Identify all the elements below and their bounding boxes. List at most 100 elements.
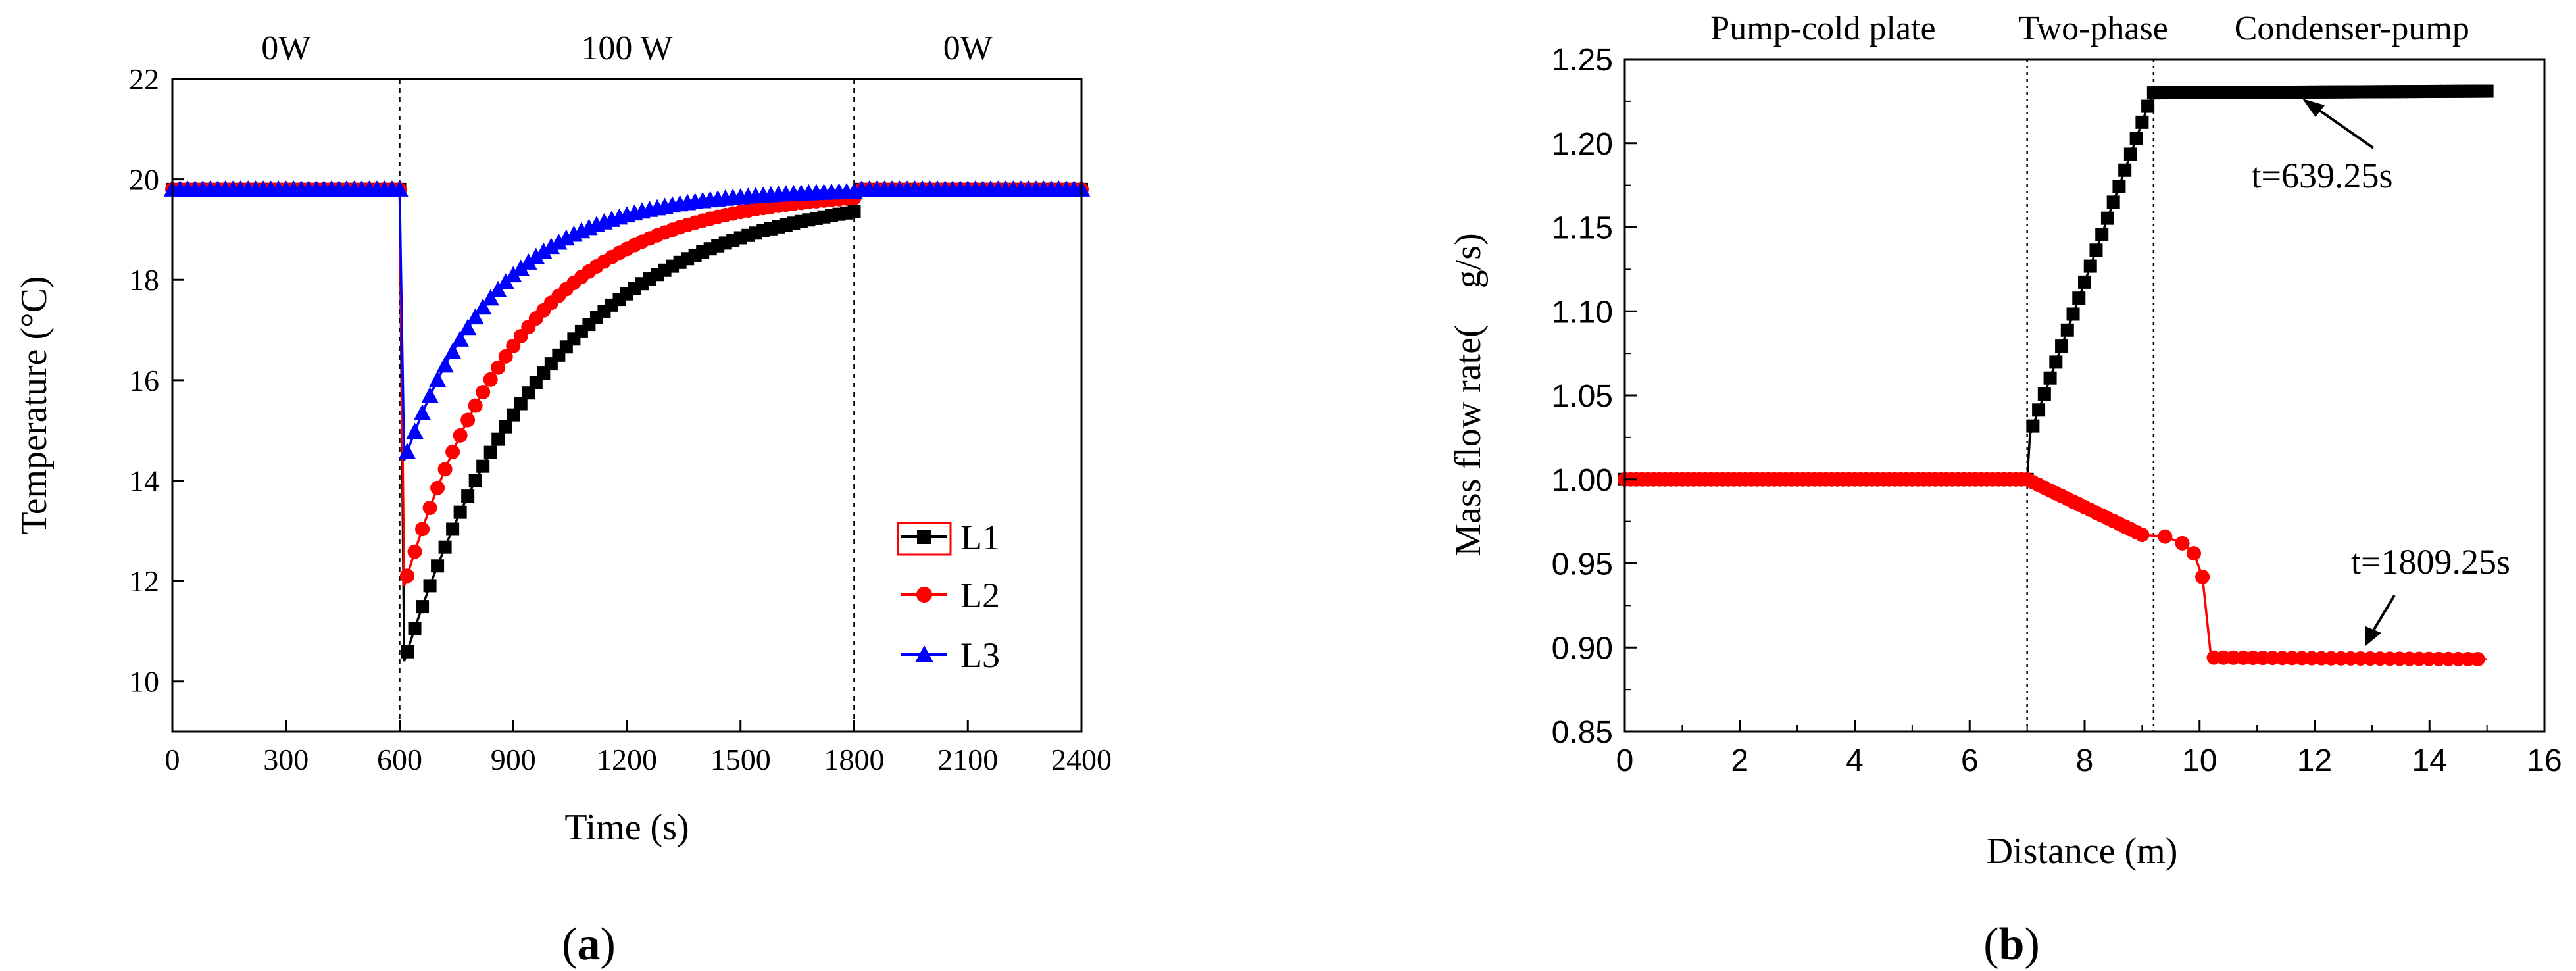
series-0-marker xyxy=(2060,323,2074,337)
series-l3-marker xyxy=(436,356,454,373)
series-l1-marker xyxy=(423,579,437,593)
series-0-marker xyxy=(2106,195,2120,209)
panel-a-region-label-2: 0W xyxy=(943,30,993,67)
series-0-marker xyxy=(2072,291,2086,305)
series-l2-marker xyxy=(437,462,453,477)
panel-a-region-label-1: 100 W xyxy=(581,30,672,67)
series-0-marker xyxy=(2066,307,2080,321)
series-1-marker xyxy=(2195,569,2210,584)
series-l2-marker xyxy=(415,522,430,537)
series-l2-marker xyxy=(506,338,521,353)
series-l3-marker xyxy=(466,308,484,325)
series-l1-marker xyxy=(453,505,467,519)
panel-a-x-tick-label: 2100 xyxy=(937,743,998,776)
series-l3-marker xyxy=(391,180,409,197)
panel-a-x-tick-label: 1500 xyxy=(710,743,771,776)
panel-b-region-label-1: Two-phase xyxy=(2018,10,2167,47)
series-l3 xyxy=(163,180,1091,461)
series-0-marker xyxy=(2043,371,2057,385)
series-l1-marker xyxy=(408,622,422,635)
annotation-t639-arrow-head xyxy=(2302,99,2325,117)
series-l1-marker xyxy=(461,489,475,503)
legend-l3-marker xyxy=(915,645,933,662)
series-l3-marker xyxy=(428,370,447,387)
series-l1-marker xyxy=(499,420,512,434)
series-0-line xyxy=(1625,89,2487,481)
series-l1-line xyxy=(172,188,1081,662)
series-1-marker xyxy=(2470,652,2485,667)
series-l1-marker xyxy=(522,386,535,400)
series-l2-marker xyxy=(407,544,422,559)
panel-a-temperature-chart: 0 300 600 900 1200 1500 1800 2100 2400 10 12 14 16 18… xyxy=(14,30,1112,970)
panel-b-mass-flow-chart: 0 2 4 6 8 10 12 14 16 0.85 0.90 0.95 1.00 1.05 1.10 1.1… xyxy=(1448,10,2562,970)
panel-a-x-tick-label: 0 xyxy=(165,743,180,776)
series-l3-marker xyxy=(542,237,560,255)
series-l2-marker xyxy=(491,360,506,375)
panel-b-y-tick-label: 1.25 xyxy=(1552,43,1613,78)
panel-a-x-tick-label: 900 xyxy=(491,743,536,776)
series-l3-marker xyxy=(535,242,553,259)
panel-b-plot-frame xyxy=(1623,58,2546,733)
panel-a-y-axis-label: Temperature (°C) xyxy=(14,276,55,534)
series-0-marker xyxy=(2032,403,2046,417)
legend-item-l1: L1 xyxy=(901,518,1000,557)
panel-b-x-tick-label: 2 xyxy=(1731,743,1748,778)
panel-b-ticks: 0 2 4 6 8 10 12 14 16 0.85 0.90 0.95 1.00 1.05 1.10 1.1… xyxy=(1552,43,2562,778)
series-l2-marker xyxy=(498,349,513,364)
series-l1-marker xyxy=(416,600,430,614)
panel-a-x-tick-label: 2400 xyxy=(1051,743,1112,776)
series-l2-marker xyxy=(476,385,491,400)
series-0-marker xyxy=(2112,180,2126,193)
panel-a-x-tick-label: 1200 xyxy=(597,743,657,776)
series-l1-marker xyxy=(847,205,861,218)
panel-a-y-tick-label: 12 xyxy=(129,564,159,598)
series-l1-marker xyxy=(491,432,505,446)
series-l3-marker xyxy=(413,404,432,420)
panel-b-x-tick-label: 0 xyxy=(1616,743,1634,778)
panel-b-x-tick-label: 8 xyxy=(2076,743,2094,778)
series-l3-marker xyxy=(458,318,477,336)
panel-b-x-tick-label: 16 xyxy=(2527,743,2562,778)
series-l3-marker xyxy=(398,443,416,459)
panel-b-x-tick-label: 6 xyxy=(1961,743,1979,778)
annotation-t639-label: t=639.25s xyxy=(2252,156,2393,195)
panel-a-region-lines xyxy=(399,79,855,732)
series-0-marker xyxy=(2100,211,2114,225)
series-t-639-25s xyxy=(1618,84,2494,486)
panel-b-x-tick-label: 10 xyxy=(2182,743,2217,778)
series-1-marker xyxy=(2187,546,2202,561)
panel-b-caption: (b) xyxy=(1983,919,2040,970)
panel-a-x-tick-label: 1800 xyxy=(824,743,885,776)
series-l3-marker xyxy=(421,387,439,403)
series-l1-marker xyxy=(438,540,452,554)
legend-item-l3: L3 xyxy=(901,635,1000,675)
panel-a-y-tick-label: 10 xyxy=(129,665,159,699)
series-l2-marker xyxy=(483,372,498,387)
series-l3-marker xyxy=(443,343,462,359)
series-l3-marker xyxy=(550,233,568,250)
panel-b-x-tick-label: 4 xyxy=(1846,743,1864,778)
panel-b-y-tick-label: 1.05 xyxy=(1552,379,1613,414)
series-t-1809-25s xyxy=(1618,472,2487,667)
panel-a-y-tick-label: 16 xyxy=(129,364,159,397)
series-l2-marker xyxy=(445,444,460,459)
panel-a-y-tick-label: 20 xyxy=(129,163,159,197)
series-l3-marker xyxy=(451,330,469,347)
annotation-t1809-arrow-shaft xyxy=(2369,594,2396,636)
series-0-marker xyxy=(2118,163,2132,177)
series-l2-marker xyxy=(460,412,476,428)
panel-a-x-tick-label: 300 xyxy=(263,743,309,776)
series-0-marker xyxy=(2055,339,2069,353)
series-0-marker xyxy=(2026,419,2040,433)
series-l3-marker xyxy=(406,422,424,439)
series-l3-marker xyxy=(520,253,537,270)
legend-l1-label: L1 xyxy=(960,518,1000,557)
series-l2-marker xyxy=(422,500,437,515)
panel-b-y-tick-label: 0.85 xyxy=(1552,715,1613,750)
panel-a-y-tick-label: 18 xyxy=(129,263,159,297)
panel-b-y-tick-label: 1.15 xyxy=(1552,211,1613,246)
panel-b-region-label-2: Condenser-pump xyxy=(2235,10,2469,47)
series-0-marker xyxy=(2480,84,2494,98)
annotation-t1809: t=1809.25s xyxy=(2351,542,2510,646)
series-l1-marker xyxy=(507,408,520,422)
